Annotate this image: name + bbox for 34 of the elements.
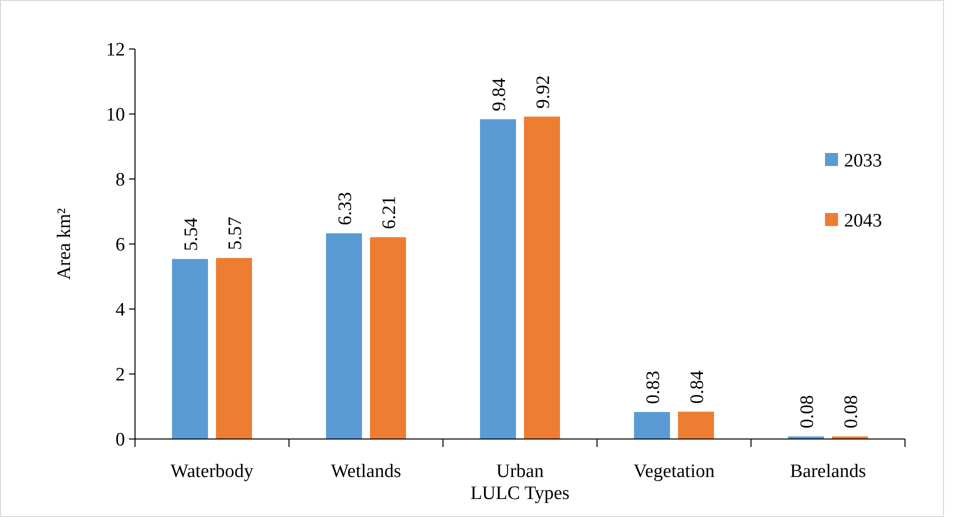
bar bbox=[634, 412, 670, 439]
data-label: 0.84 bbox=[687, 370, 708, 404]
y-axis-title: Area km² bbox=[54, 208, 75, 280]
legend-label: 2043 bbox=[844, 210, 882, 232]
x-tick-label: Barelands bbox=[790, 461, 866, 482]
bar bbox=[370, 237, 406, 439]
data-label: 6.33 bbox=[335, 192, 356, 226]
bar bbox=[678, 412, 714, 439]
y-tick-label: 0 bbox=[116, 430, 125, 451]
data-label: 9.84 bbox=[489, 77, 510, 112]
bar bbox=[172, 258, 208, 439]
x-tick-label: Waterbody bbox=[170, 461, 254, 482]
y-tick-label: 2 bbox=[116, 364, 125, 386]
data-label: 0.08 bbox=[797, 395, 818, 428]
legend-label: 2033 bbox=[844, 150, 882, 172]
data-label: 9.92 bbox=[533, 75, 554, 109]
y-tick-label: 12 bbox=[106, 40, 125, 61]
y-tick-label: 10 bbox=[106, 104, 125, 126]
data-label: 5.57 bbox=[225, 216, 246, 250]
y-tick-label: 6 bbox=[116, 234, 125, 256]
x-tick-label: Vegetation bbox=[633, 461, 716, 482]
x-tick-label: Urban bbox=[496, 461, 544, 482]
data-label: 6.21 bbox=[379, 196, 400, 230]
bar bbox=[216, 258, 252, 439]
bar bbox=[480, 119, 516, 439]
bar bbox=[524, 116, 560, 439]
x-tick-label: Wetlands bbox=[330, 461, 402, 482]
bar bbox=[326, 233, 362, 439]
x-axis-title: LULC Types bbox=[470, 483, 570, 504]
data-label: 0.08 bbox=[841, 395, 862, 428]
y-tick-label: 8 bbox=[116, 170, 125, 191]
y-tick-label: 4 bbox=[116, 300, 126, 321]
data-label: 0.83 bbox=[643, 370, 664, 404]
data-label: 5.54 bbox=[181, 217, 202, 251]
